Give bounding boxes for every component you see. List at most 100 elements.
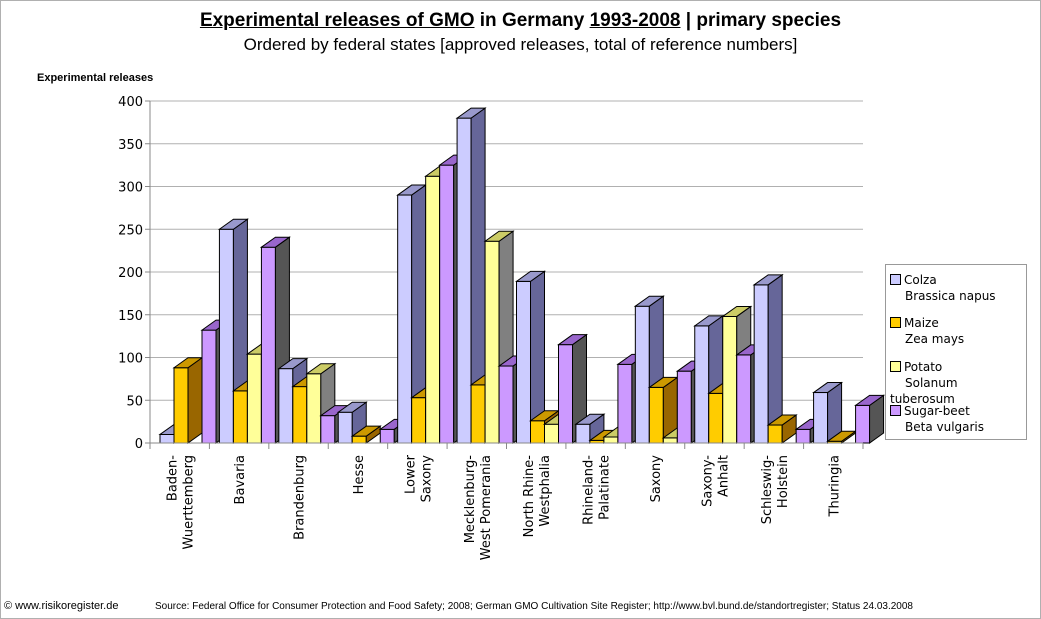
x-category-label: West Pomerania [479, 455, 494, 560]
legend-latin: Solanum tuberosum [890, 376, 958, 406]
bar-front [662, 437, 678, 444]
x-category-label: Thuringia [827, 455, 842, 517]
y-tick-label: 350 [118, 138, 143, 153]
bar-front [544, 423, 559, 444]
bar-front [246, 353, 262, 444]
y-tick-label: 150 [118, 309, 143, 324]
x-category-label: Hesse [352, 455, 367, 494]
bar-front [603, 436, 619, 444]
bar-top [305, 363, 337, 375]
bar-colza [752, 273, 784, 444]
bar-top [217, 218, 249, 230]
x-category-label: Saxony- [700, 455, 715, 507]
x-category-label: Mecklenburg- [463, 455, 478, 544]
bar-front [530, 420, 545, 444]
legend-label: Maize [904, 316, 939, 330]
legend-label: Colza [904, 273, 937, 287]
y-tick-label: 400 [118, 95, 143, 110]
bar-front [397, 194, 413, 444]
axes [149, 101, 864, 449]
x-category-label: North Rhine- [522, 455, 537, 538]
bar-top [721, 305, 753, 317]
bar-front [498, 365, 514, 444]
bar-front [648, 386, 664, 444]
y-tick-label: 200 [118, 266, 143, 281]
bar-front [292, 386, 308, 444]
bar-front [516, 280, 531, 444]
bar-maize [172, 356, 204, 444]
bar-front [470, 384, 486, 444]
legend-item-maize: Maize Zea mays [890, 315, 964, 347]
y-tick-label: 300 [118, 181, 143, 196]
bar-top [350, 425, 382, 437]
bar-front [708, 392, 724, 444]
legend-item-potato: Potato Solanum tuberosum [890, 359, 1026, 407]
bar-top [556, 334, 589, 346]
y-tick-label: 0 [135, 437, 143, 452]
bar-colza [812, 381, 844, 444]
source-text: Source: Federal Office for Consumer Prot… [155, 601, 913, 612]
bar-front [575, 423, 591, 444]
x-category-label: Westphalia [538, 455, 553, 527]
bar-top [766, 414, 798, 426]
bar-front [558, 344, 573, 444]
bar-top [812, 382, 844, 394]
bar-colza [455, 107, 487, 444]
x-category-label: Saxony [649, 455, 664, 503]
legend-latin: Beta vulgaris [905, 420, 985, 434]
bar-sugar-beet [854, 394, 886, 444]
legend-item-colza: Colza Brassica napus [890, 272, 996, 304]
bar-front [722, 315, 738, 444]
legend-swatch-potato [890, 361, 901, 372]
bar-top [854, 394, 886, 406]
bar-top [514, 270, 547, 282]
y-axis-ticks: 0 50 100 150 200 250 300 350 400 [118, 95, 150, 452]
bar-top [259, 236, 291, 248]
bar-front [425, 175, 441, 444]
y-tick-label: 100 [118, 352, 143, 367]
x-category-label: Holstein [776, 455, 791, 508]
x-category-label: Schleswig- [760, 455, 775, 525]
bar-front [232, 390, 248, 444]
bar-front [456, 117, 472, 444]
legend-swatch-sugar-beet [890, 405, 901, 416]
bar-colza [574, 413, 606, 444]
bar-front [159, 433, 175, 444]
y-axis-label: Experimental releases [37, 72, 154, 84]
bar-front [201, 329, 217, 444]
y-tick-label: 250 [118, 223, 143, 238]
legend-label: Sugar-beet [904, 404, 970, 418]
x-category-label: Wuerttemberg [182, 455, 197, 549]
title-part-4: | primary species [680, 10, 842, 31]
legend-item-sugar-beet: Sugar-beet Beta vulgaris [890, 403, 984, 435]
x-category-label: Brandenburg [293, 455, 308, 540]
bar-front [676, 370, 692, 444]
bar-sugar-beet [556, 333, 589, 444]
bar-front [337, 411, 353, 444]
x-axis-labels: Baden- Wuerttemberg Bavaria Brandenburg Hess… [166, 454, 843, 560]
title-part-2: in Germany [474, 10, 590, 31]
bar-top [336, 401, 368, 413]
bar-front [736, 354, 752, 444]
bars [158, 107, 886, 444]
bar-top [633, 295, 665, 307]
legend-latin: Brassica napus [905, 289, 996, 303]
legend-label: Potato [904, 360, 943, 374]
bar-colza [514, 270, 547, 444]
bar-front [767, 424, 783, 444]
chart-title: Experimental releases of GMO in Germany … [0, 10, 1041, 32]
x-category-label: Rhineland- [582, 455, 597, 525]
x-category-label: Lower [403, 454, 418, 494]
bar-front [617, 363, 633, 444]
bar-front [306, 373, 322, 444]
bar-front [411, 397, 427, 444]
bar-maize [766, 414, 798, 444]
bar-front [379, 428, 395, 444]
bar-front [795, 428, 811, 444]
bar-top [455, 107, 487, 119]
bar-front [813, 392, 829, 444]
x-category-label: Anhalt [716, 455, 731, 497]
bar-front [320, 415, 336, 444]
bar-top [752, 274, 784, 286]
